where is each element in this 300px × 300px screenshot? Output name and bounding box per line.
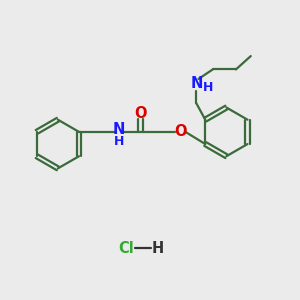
Text: H: H [114, 135, 124, 148]
Text: N: N [190, 76, 202, 91]
Text: H: H [202, 81, 213, 94]
Text: Cl: Cl [118, 241, 134, 256]
Text: O: O [174, 124, 187, 140]
Text: H: H [151, 241, 164, 256]
Text: O: O [134, 106, 147, 121]
Text: N: N [113, 122, 125, 137]
